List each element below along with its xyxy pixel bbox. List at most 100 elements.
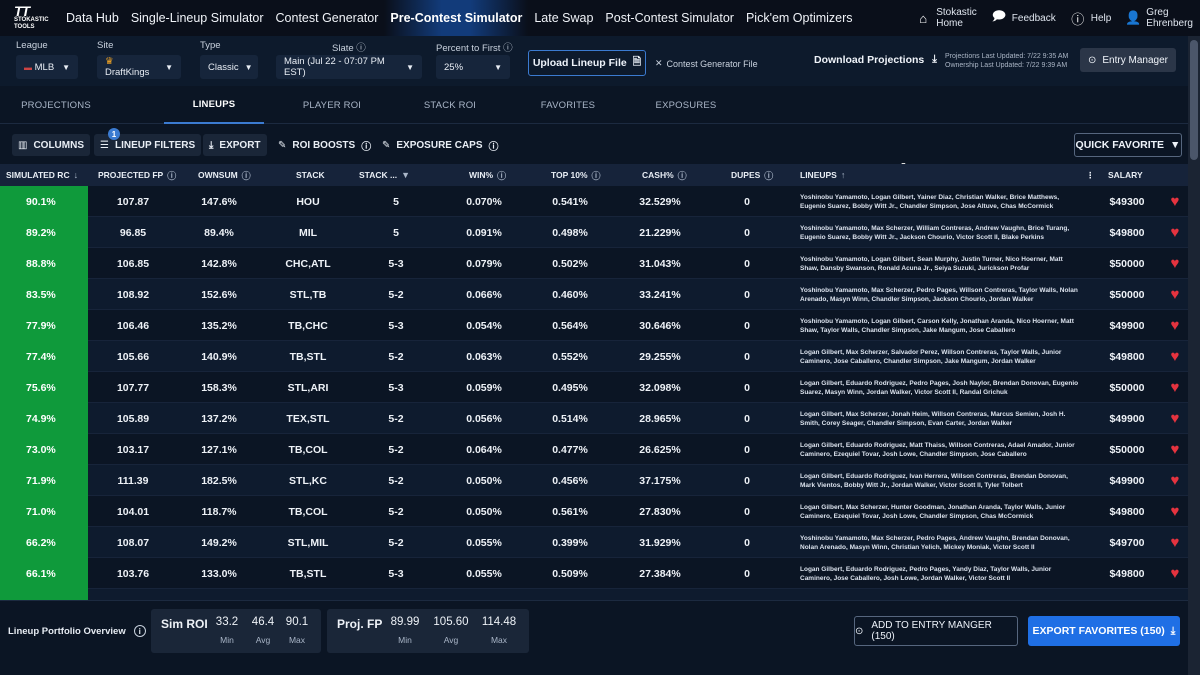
tab-exposures[interactable]: EXPOSURES <box>655 99 717 111</box>
col-salary[interactable]: SALARY <box>1108 164 1158 186</box>
table-row[interactable]: 71.0% 104.01 118.7% TB,COL 5-2 0.050% 0.561% 27… <box>0 496 1188 527</box>
cell-projected-fp: 103.17 <box>116 443 150 456</box>
nav-item-contest-generator[interactable]: Contest Generator <box>275 11 379 25</box>
filter-icon[interactable]: ▼ <box>401 170 411 180</box>
nav-item-post-contest-simulator[interactable]: Post-Contest Simulator <box>605 11 734 25</box>
close-icon[interactable]: ✕ <box>655 58 663 68</box>
tab-lineups[interactable]: LINEUPS <box>164 86 264 124</box>
info-icon: ⓘ <box>241 170 251 181</box>
info-icon[interactable]: i <box>133 625 146 637</box>
favorite-heart-icon[interactable]: ♥ <box>1170 472 1180 489</box>
cell-salary: $50000 <box>1109 381 1145 394</box>
favorite-heart-icon[interactable]: ♥ <box>1170 503 1180 520</box>
slate-select[interactable]: Main (Jul 22 - 07:07 PM EST) ▼ <box>276 55 422 79</box>
add-to-entry-manager-button[interactable]: ⊙ ADD TO ENTRY MANGER (150) <box>854 616 1018 646</box>
col-projected-fp[interactable]: PROJECTED FP ⓘ <box>98 164 178 186</box>
table-row[interactable]: 66.1% 103.76 133.0% TB,STL 5-3 0.055% 0.509% 27… <box>0 558 1188 589</box>
favorite-heart-icon[interactable]: ♥ <box>1170 565 1180 582</box>
col-stack-type[interactable]: STACK ... ▼ <box>359 164 419 186</box>
user-menu[interactable]: 👤 Greg Ehrenberg <box>1118 7 1200 29</box>
favorite-heart-icon[interactable]: ♥ <box>1170 534 1180 551</box>
col-simulated-roi[interactable]: SIMULATED RC ↓ <box>6 164 86 186</box>
cell-simulated-roi: 89.2% <box>0 217 88 248</box>
table-row[interactable]: 65.0% 103.10 131.5% STL,COL 5-2 0.052% 0.460% 2… <box>0 589 1188 600</box>
type-select[interactable]: Classic ▼ <box>200 55 258 79</box>
download-projections-button[interactable]: Download Projections ⤓ <box>814 53 937 66</box>
nav-item-single-lineup-simulator[interactable]: Single-Lineup Simulator <box>130 11 264 25</box>
contest-generator-file-link[interactable]: ✕ Contest Generator File <box>655 58 758 69</box>
cell-projected-fp: 103.10 <box>96 589 170 601</box>
nav-item-data-hub[interactable]: Data Hub <box>66 11 119 25</box>
upload-lineup-button[interactable]: Upload Lineup File 🗎 <box>528 50 646 76</box>
favorite-heart-icon[interactable]: ♥ <box>1170 317 1180 334</box>
col-cash[interactable]: CASH% ⓘ <box>642 164 687 186</box>
tab-player-roi[interactable]: PLAYER ROI <box>302 99 362 111</box>
favorite-heart-icon[interactable]: ♥ <box>1170 193 1180 210</box>
exposure-caps-button[interactable]: ✎ EXPOSURE CAPS ⓘ <box>376 134 505 156</box>
favorite-heart-icon[interactable]: ♥ <box>1170 379 1180 396</box>
file-icon: 🗎 <box>632 56 642 68</box>
tab-stack-roi[interactable]: STACK ROI <box>423 99 477 111</box>
table-row[interactable]: 88.8% 106.85 142.8% CHC,ATL 5-3 0.079% 0.502% 3… <box>0 248 1188 279</box>
site-select[interactable]: ♛ DraftKings ▼ <box>97 55 181 79</box>
table-row[interactable]: 77.4% 105.66 140.9% TB,STL 5-2 0.063% 0.552% 29… <box>0 341 1188 372</box>
col-dupes[interactable]: DUPES ⓘ <box>731 164 776 186</box>
favorite-heart-icon[interactable]: ♥ <box>1164 589 1186 600</box>
favorite-heart-icon[interactable]: ♥ <box>1170 441 1180 458</box>
table-row[interactable]: 77.9% 106.46 135.2% TB,CHC 5-3 0.054% 0.564% 30… <box>0 310 1188 341</box>
export-favorites-button[interactable]: EXPORT FAVORITES (150) ⤓ <box>1028 616 1180 646</box>
league-select[interactable]: ▬ MLB ▼ <box>16 55 78 79</box>
info-icon[interactable]: ⓘ <box>361 141 372 153</box>
table-row[interactable]: 75.6% 107.77 158.3% STL,ARI 5-3 0.059% 0.495% 3… <box>0 372 1188 403</box>
favorite-heart-icon[interactable]: ♥ <box>1170 224 1180 241</box>
table-row[interactable]: 73.0% 103.17 127.1% TB,COL 5-2 0.064% 0.477% 26… <box>0 434 1188 465</box>
entry-manager-button[interactable]: ⊙ Entry Manager <box>1080 48 1176 72</box>
stokastic-logo[interactable]: TT STOKASTIC TOOLS <box>0 0 60 36</box>
last-updated-info: Projections Last Updated: 7/22 9:35 AM O… <box>945 52 1068 70</box>
nav-item-pick-em-optimizers[interactable]: Pick'em Optimizers <box>745 11 853 25</box>
nav-item-pre-contest-simulator[interactable]: Pre-Contest Simulator <box>384 0 529 36</box>
lineup-filters-button[interactable]: ☰ LINEUP FILTERS 1 <box>94 128 202 156</box>
nav-item-late-swap[interactable]: Late Swap <box>534 11 594 25</box>
info-icon[interactable]: ⓘ <box>488 141 499 153</box>
tab-favorites[interactable]: FAVORITES <box>540 99 596 111</box>
lineup-line-2: Nolan Arenado, Masyn Winn, Christian Yel… <box>800 543 1035 551</box>
col-win[interactable]: WIN% ⓘ <box>469 164 509 186</box>
table-row[interactable]: 89.2% 96.85 89.4% MIL 5 0.091% 0.498% 21.229% 0 $… <box>0 217 1188 248</box>
table-row[interactable]: 90.1% 107.87 147.6% HOU 5 0.070% 0.541% 32.529%… <box>0 186 1188 217</box>
help-link[interactable]: ⓘ Help <box>1063 10 1119 27</box>
col-top10[interactable]: TOP 10% ⓘ <box>551 164 601 186</box>
favorite-heart-icon[interactable]: ♥ <box>1170 286 1180 303</box>
feedback-link[interactable]: 🗩 Feedback <box>984 8 1063 26</box>
page-scrollbar[interactable] <box>1188 36 1200 675</box>
export-button[interactable]: ⤓ EXPORT <box>203 134 267 156</box>
table-row[interactable]: 74.9% 105.89 137.2% TEX,STL 5-2 0.056% 0.514% 2… <box>0 403 1188 434</box>
tab-projections[interactable]: PROJECTIONS <box>21 99 91 111</box>
sim-min-label: Min <box>220 635 234 645</box>
cell-cash: 21.229% <box>639 226 681 239</box>
table-row[interactable]: 71.9% 111.39 182.5% STL,KC 5-2 0.050% 0.456% 37… <box>0 465 1188 496</box>
columns-button[interactable]: ▥ COLUMNS <box>12 134 91 156</box>
col-stack[interactable]: STACK <box>296 164 336 186</box>
cell-win: 0.066% <box>466 288 502 301</box>
column-menu-icon[interactable]: ⋮ <box>1086 169 1095 180</box>
stokastic-home-link[interactable]: ⌂ Stokastic Home <box>908 7 984 29</box>
cell-cash: 26.625% <box>639 443 681 456</box>
col-ownsum[interactable]: OWNSUM ⓘ <box>198 164 258 186</box>
clipboard-icon: ⊙ <box>855 625 864 637</box>
scrollbar-thumb[interactable] <box>1190 40 1198 160</box>
favorite-heart-icon[interactable]: ♥ <box>1170 255 1180 272</box>
table-row[interactable]: 83.5% 108.92 152.6% STL,TB 5-2 0.066% 0.460% 33… <box>0 279 1188 310</box>
table-row[interactable]: 66.2% 108.07 149.2% STL,MIL 5-2 0.055% 0.399% 3… <box>0 527 1188 558</box>
favorite-heart-icon[interactable]: ♥ <box>1170 410 1180 427</box>
proj-fp-min: 89.99 <box>390 616 420 628</box>
sim-roi-max: 90.1 <box>285 616 309 628</box>
info-icon[interactable]: ⓘ <box>356 43 366 54</box>
info-icon[interactable]: ⓘ <box>503 43 513 54</box>
cell-stack-type: 5-2 <box>388 350 404 363</box>
ptf-select[interactable]: 25% ▼ <box>436 55 510 79</box>
roi-boosts-button[interactable]: ✎ ROI BOOSTS ⓘ <box>272 134 377 156</box>
favorite-heart-icon[interactable]: ♥ <box>1170 348 1180 365</box>
col-lineups[interactable]: LINEUPS ↑ <box>800 164 860 186</box>
quick-favorite-button[interactable]: QUICK FAVORITE ▼ <box>1074 133 1182 157</box>
